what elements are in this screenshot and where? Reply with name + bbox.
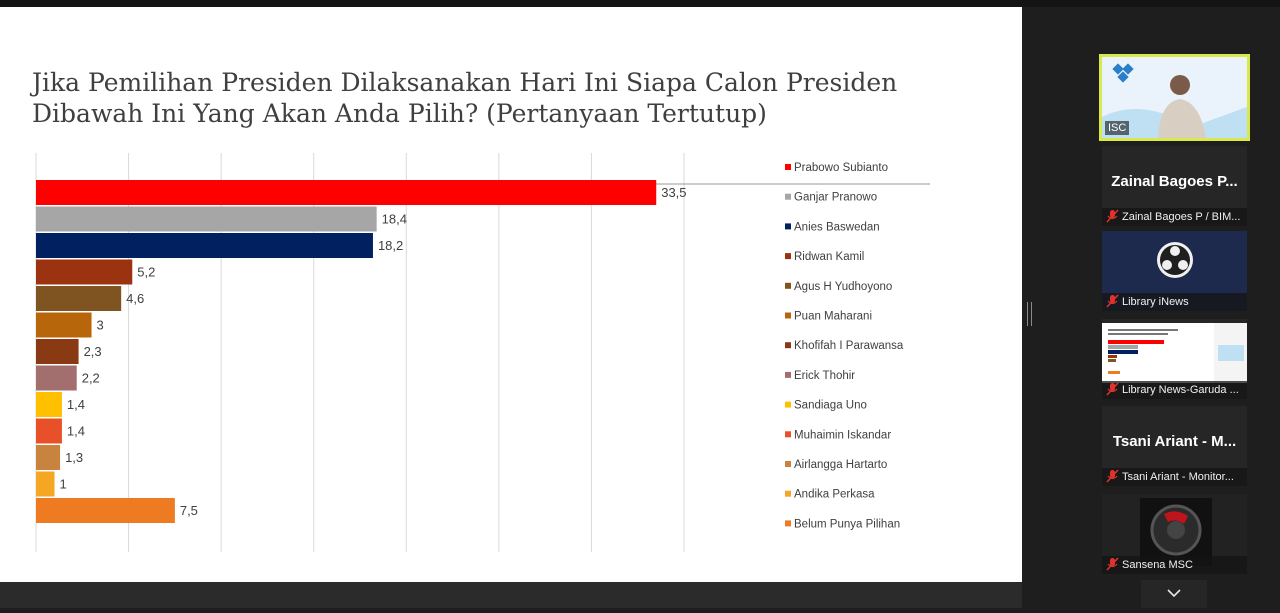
legend-swatch-6 [785, 342, 791, 349]
legend-entry-8: Sandiaga Uno [794, 400, 867, 412]
tile-caption: Library iNews [1102, 293, 1247, 311]
legend-entry-7: Erick Thohir [794, 370, 855, 382]
tile-caption-text: Tsani Ariant - Monitor... [1122, 471, 1234, 483]
tile-caption: ISC [1105, 121, 1130, 135]
participant-tile-zainal[interactable]: Zainal Bagoes P... Zainal Bagoes P / BIM… [1102, 146, 1247, 226]
data-label-11: 1 [60, 477, 67, 492]
data-label-3: 5,2 [137, 265, 155, 280]
participant-tile-isc[interactable]: ISC [1099, 54, 1250, 141]
mic-muted-icon [1106, 557, 1119, 571]
participant-name: Tsani Ariant - M... [1112, 433, 1237, 450]
tile-caption-text: Sansena MSC [1122, 559, 1193, 571]
tile-caption: Zainal Bagoes P / BIM... [1102, 208, 1247, 226]
chevron-down-icon [1167, 589, 1181, 598]
scroll-down-button[interactable] [1141, 580, 1207, 608]
isc-logo-icon [1112, 63, 1134, 83]
top-bar [0, 0, 1280, 7]
data-label-4: 4,6 [126, 291, 144, 306]
tile-caption: Tsani Ariant - Monitor... [1102, 468, 1247, 486]
bar-10 [36, 445, 61, 470]
bar-9 [36, 418, 62, 444]
slide-title: Jika Pemilihan Presiden Dilaksanakan Har… [32, 67, 992, 129]
tile-caption-text: Library News-Garuda ... [1122, 384, 1239, 396]
legend-entry-6: Khofifah I Parawansa [794, 340, 904, 352]
legend-swatch-9 [785, 431, 791, 438]
legend-entry-4: Agus H Yudhoyono [794, 281, 892, 293]
participant-tile-tsani[interactable]: Tsani Ariant - M... Tsani Ariant - Monit… [1102, 406, 1247, 486]
bar-5 [36, 312, 92, 338]
legend-swatch-7 [785, 371, 791, 378]
tile-caption: Sansena MSC [1102, 556, 1247, 574]
legend-entry-9: Muhaimin Iskandar [794, 429, 891, 441]
data-label-10: 1,3 [65, 450, 83, 465]
bottom-bar [0, 582, 1022, 608]
legend-swatch-5 [785, 312, 791, 319]
video-feed [1102, 57, 1247, 138]
data-label-12: 7,5 [180, 503, 198, 518]
participant-tile-sansena[interactable]: Sansena MSC [1102, 494, 1247, 574]
data-label-5: 3 [97, 318, 104, 333]
legend-swatch-1 [785, 193, 791, 200]
mic-muted-icon [1106, 294, 1119, 308]
legend-entry-10: Airlangga Hartarto [794, 459, 887, 471]
slide-title-line-2: Dibawah Ini Yang Akan Anda Pilih? (Perta… [32, 99, 767, 128]
mic-muted-icon [1106, 469, 1119, 483]
legend-entry-2: Anies Baswedan [794, 221, 880, 233]
tile-caption-text: Zainal Bagoes P / BIM... [1122, 211, 1241, 223]
tile-caption-text: Library iNews [1122, 296, 1189, 308]
bar-2 [36, 233, 373, 258]
bar-12 [36, 498, 175, 523]
legend-entry-1: Ganjar Pranowo [794, 192, 877, 204]
participant-name: Zainal Bagoes P... [1111, 173, 1238, 190]
legend-entry-11: Andika Perkasa [794, 489, 875, 501]
bar-3 [36, 259, 133, 285]
data-label-6: 2,3 [84, 344, 102, 359]
data-label-0: 33,5 [661, 185, 686, 200]
bar-6 [36, 339, 79, 364]
data-label-8: 1,4 [67, 397, 85, 412]
tile-caption: Library News-Garuda ... [1102, 381, 1247, 399]
data-label-7: 2,2 [82, 371, 100, 386]
bar-7 [36, 365, 77, 391]
mic-muted-icon [1106, 382, 1119, 396]
participant-tile-library-inews[interactable]: Library iNews [1102, 231, 1247, 311]
legend-swatch-2 [785, 223, 791, 230]
bar-4 [36, 286, 122, 311]
legend-entry-12: Belum Punya Pilihan [794, 518, 900, 530]
participant-tile-library-news-garuda[interactable]: Library News-Garuda ... [1102, 319, 1247, 399]
legend-entry-0: Prabowo Subianto [794, 162, 888, 174]
bar-11 [36, 471, 55, 497]
panel-splitter-handle[interactable] [1027, 302, 1032, 326]
bar-1 [36, 206, 377, 232]
mic-muted-icon [1106, 209, 1119, 223]
legend-swatch-10 [785, 461, 791, 467]
legend-entry-5: Puan Maharani [794, 311, 872, 323]
slide-title-line-1: Jika Pemilihan Presiden Dilaksanakan Har… [32, 68, 898, 97]
legend-entry-3: Ridwan Kamil [794, 251, 864, 263]
screen-thumbnail [1102, 323, 1247, 383]
legend-swatch-12 [785, 520, 791, 527]
bar-0 [36, 180, 657, 205]
legend-swatch-11 [785, 490, 791, 497]
legend-swatch-3 [785, 253, 791, 260]
legend-swatch-8 [785, 401, 791, 408]
bar-chart: 33,5 18,4 18,2 5,2 4,6 3 2,3 2,2 1,4 1,4 1,3 1 7,5 Pr… [35, 153, 930, 552]
shared-screen-slide: Jika Pemilihan Presiden Dilaksanakan Har… [0, 7, 1022, 582]
bar-8 [36, 392, 62, 417]
data-label-1: 18,4 [382, 212, 407, 227]
legend-swatch-0 [785, 164, 791, 170]
legend-swatch-4 [785, 282, 791, 289]
data-label-9: 1,4 [67, 424, 85, 439]
data-label-2: 18,2 [378, 238, 403, 253]
